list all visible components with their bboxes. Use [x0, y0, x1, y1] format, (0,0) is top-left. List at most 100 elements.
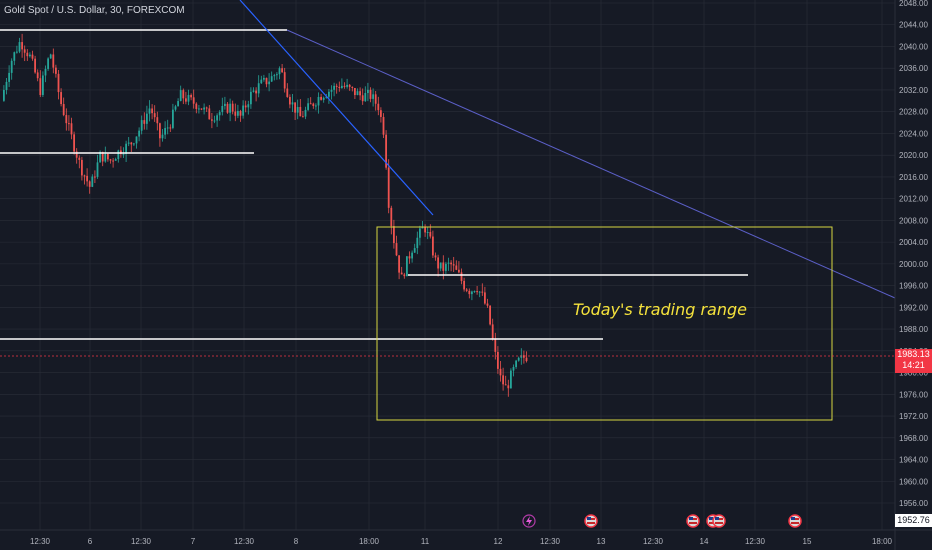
candle-body — [112, 160, 114, 162]
candle-body — [385, 134, 387, 168]
candle-body — [151, 108, 153, 114]
candle-body — [250, 91, 252, 105]
trading-range-box[interactable] — [376, 226, 833, 421]
candle-body — [471, 291, 473, 295]
candle-body — [94, 176, 96, 178]
price-tick-label: 2016.00 — [899, 173, 928, 182]
candle-body — [161, 134, 164, 139]
candle-body — [406, 256, 408, 277]
price-tick-label: 2048.00 — [899, 0, 928, 8]
trendline-steep[interactable] — [239, 0, 434, 216]
candle-body — [96, 162, 99, 177]
candle-body — [325, 96, 328, 98]
candles-layer — [3, 33, 528, 397]
candle-body — [23, 49, 26, 53]
candle-body — [421, 227, 424, 229]
candle-body — [447, 262, 450, 264]
candle-body — [400, 272, 403, 275]
candle-body — [182, 90, 185, 99]
time-tick-label: 8 — [294, 537, 299, 546]
candle-body — [504, 384, 507, 386]
us-flag-icon[interactable] — [788, 514, 802, 528]
candle-body — [429, 231, 432, 237]
time-tick-label: 6 — [88, 537, 93, 546]
candle-body — [351, 86, 354, 88]
candle-body — [198, 108, 200, 110]
candle-body — [146, 113, 148, 124]
us-flag-icon[interactable] — [686, 514, 700, 528]
candle-body — [434, 255, 437, 258]
candle-body — [450, 262, 452, 265]
candle-body — [172, 109, 174, 128]
candle-body — [268, 81, 270, 85]
lightning-icon[interactable] — [522, 514, 536, 528]
time-tick-label: 7 — [191, 537, 196, 546]
candle-body — [78, 157, 81, 160]
candle-body — [502, 375, 504, 385]
price-tick-label: 2024.00 — [899, 129, 928, 138]
candle-body — [317, 96, 320, 106]
candle-body — [299, 106, 302, 117]
time-tick-label: 12:30 — [30, 537, 51, 546]
candle-body — [213, 120, 216, 122]
candle-body — [291, 102, 294, 105]
us-flag-icon[interactable] — [712, 514, 726, 528]
candle-body — [395, 243, 398, 256]
chart-title: Gold Spot / U.S. Dollar, 30, FOREXCOM — [4, 5, 185, 16]
candle-body — [47, 58, 49, 69]
candle-body — [322, 97, 325, 100]
candle-body — [289, 96, 291, 105]
candle-body — [372, 94, 374, 99]
candle-body — [507, 385, 510, 389]
trendline-long[interactable] — [286, 29, 896, 299]
range-annotation[interactable]: Today's trading range — [573, 300, 747, 319]
candle-body — [70, 123, 73, 135]
candle-body — [31, 54, 34, 59]
candle-body — [359, 91, 361, 96]
candle-body — [270, 76, 273, 82]
candle-body — [484, 292, 486, 304]
candle-body — [481, 291, 484, 293]
candle-body — [164, 128, 166, 135]
us-flag-icon[interactable] — [584, 514, 598, 528]
time-axis[interactable]: 12:30 6 12:30 7 12:30 8 18:00 11 12 12:30 13 12:30 1… — [30, 537, 893, 546]
candle-body — [455, 265, 458, 270]
candle-body — [133, 143, 135, 145]
price-tick-label: 1988.00 — [899, 325, 928, 334]
candle-body — [234, 111, 237, 116]
candle-body — [140, 120, 143, 131]
candle-body — [419, 228, 421, 238]
candle-body — [473, 291, 476, 293]
candle-body — [60, 92, 62, 105]
candle-body — [99, 151, 101, 163]
candle-body — [122, 153, 125, 155]
candle-body — [411, 252, 413, 259]
candle-body — [177, 101, 179, 107]
price-tick-label: 2000.00 — [899, 260, 928, 269]
candle-body — [315, 105, 317, 107]
candle-body — [159, 123, 161, 139]
candle-body — [29, 54, 31, 57]
candle-body — [520, 355, 523, 358]
candle-body — [237, 111, 239, 116]
candle-body — [445, 263, 447, 271]
candle-body — [62, 104, 65, 116]
candle-body — [86, 175, 88, 182]
candle-body — [442, 262, 445, 271]
time-tick-label: 12:30 — [745, 537, 766, 546]
price-axis[interactable]: 2048.00 2044.00 2040.00 2036.00 2032.00 2028.… — [899, 0, 928, 508]
candle-body — [276, 74, 278, 76]
candle-body — [294, 102, 296, 113]
candle-body — [208, 108, 211, 120]
candle-body — [156, 117, 159, 124]
time-tick-label: 18:00 — [359, 537, 380, 546]
candle-body — [312, 103, 315, 107]
candle-body — [439, 262, 442, 269]
candle-body — [335, 85, 338, 87]
candle-body — [390, 207, 393, 227]
candle-body — [107, 153, 109, 160]
candle-body — [203, 107, 205, 110]
candle-body — [452, 264, 455, 266]
price-tick-label: 1980.00 — [899, 369, 928, 378]
